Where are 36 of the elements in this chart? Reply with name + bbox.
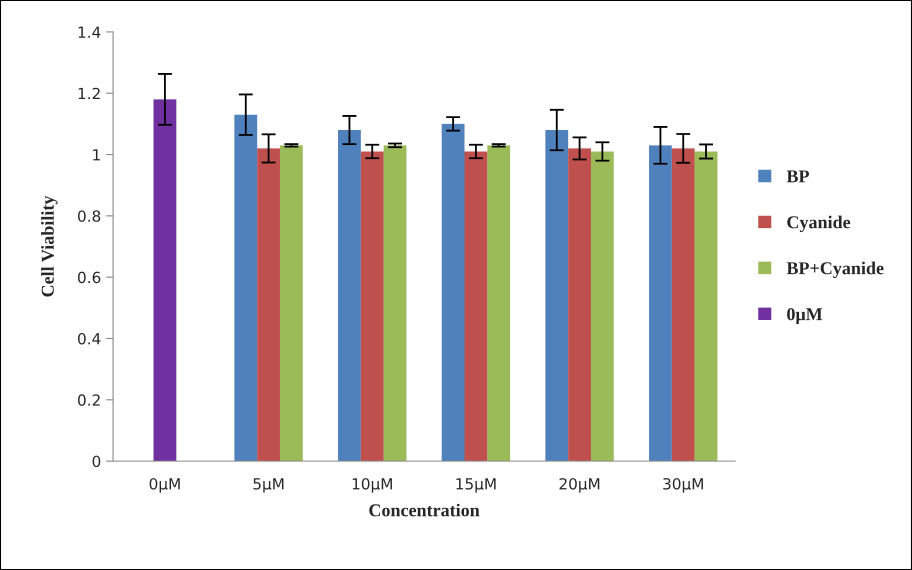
bar — [280, 145, 303, 462]
bar — [442, 124, 465, 462]
y-tick-label: 0 — [92, 456, 100, 468]
y-tick-label: 1.4 — [78, 26, 100, 38]
bar — [568, 148, 591, 462]
legend-label: BP+Cyanide — [786, 262, 884, 278]
bar — [694, 151, 718, 462]
x-tick-label: 30μM — [663, 478, 703, 493]
legend-label: 0μM — [787, 308, 822, 324]
bar — [234, 114, 258, 462]
bar — [487, 145, 510, 462]
bar — [338, 130, 361, 462]
legend-label: BP — [786, 170, 809, 182]
x-axis-title: Concentration — [369, 504, 480, 516]
bar — [672, 148, 695, 462]
y-tick-label: 0.6 — [78, 272, 100, 284]
x-tick-label: 20μM — [560, 478, 600, 493]
y-axis-title: Cell Viability — [41, 196, 58, 297]
x-tick-label: 10μM — [352, 478, 392, 493]
y-tick-label: 0.2 — [78, 394, 100, 406]
bar — [464, 151, 488, 462]
x-tick-label: 0μM — [150, 478, 180, 493]
bar — [257, 148, 280, 462]
y-tick-label: 1.2 — [78, 88, 100, 100]
y-tick-label: 0.8 — [78, 210, 100, 222]
bar — [649, 145, 672, 462]
bar — [154, 99, 176, 462]
bar — [360, 151, 384, 462]
legend-label: Cyanide — [787, 216, 850, 232]
x-tick-label: 5μM — [253, 478, 284, 493]
y-tick-label: 1 — [93, 149, 100, 160]
bar — [384, 145, 406, 462]
bar — [590, 151, 614, 462]
bar — [545, 130, 568, 462]
x-tick-label: 15μM — [456, 478, 496, 493]
y-tick-label: 0.4 — [78, 332, 100, 345]
